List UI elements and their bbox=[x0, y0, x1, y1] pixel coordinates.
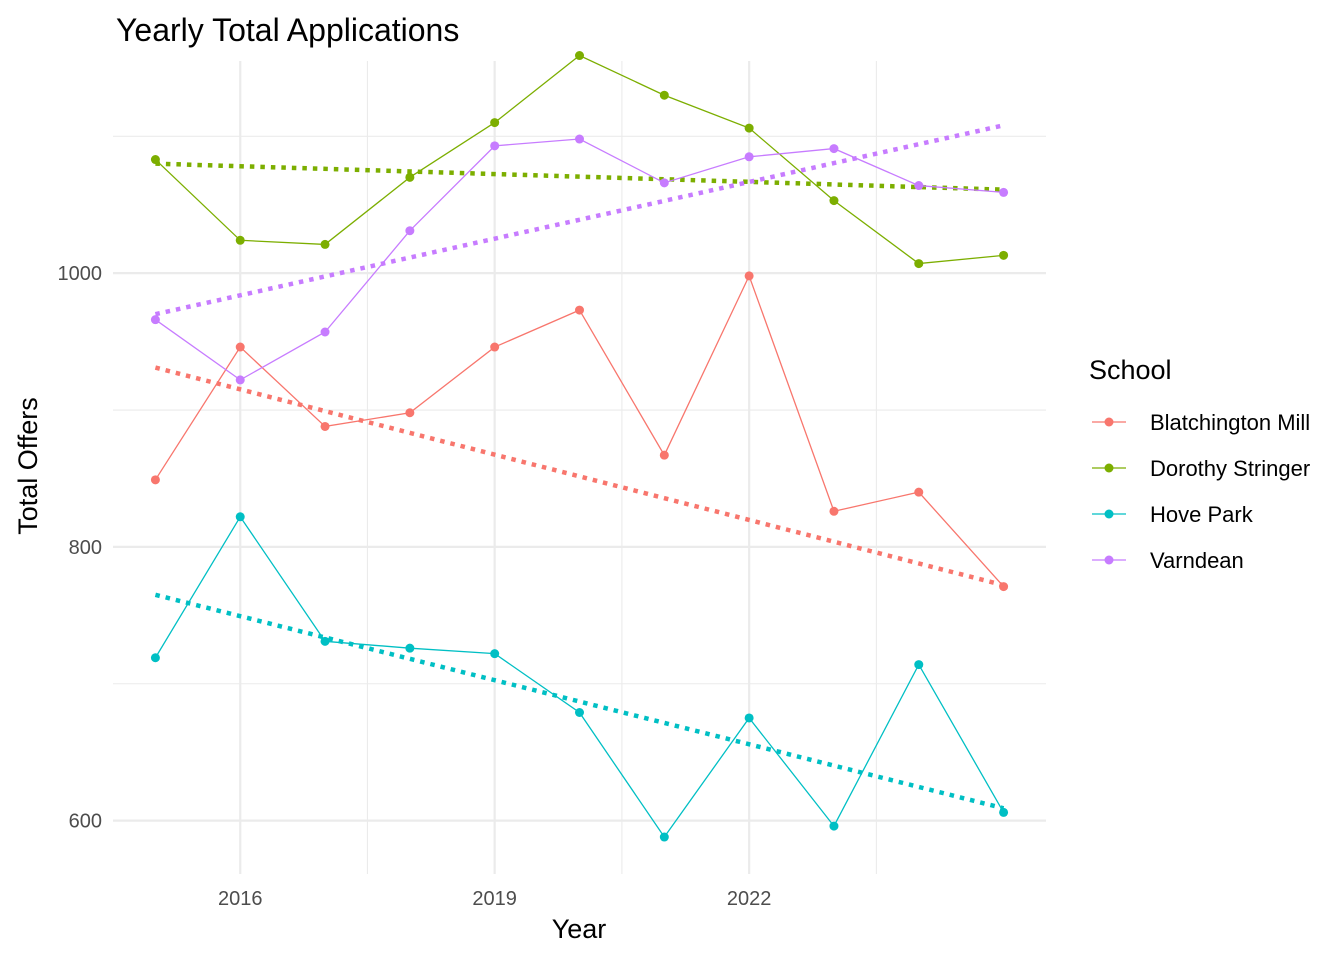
data-point-dorothy-stringer bbox=[744, 123, 754, 133]
legend: School Blatchington Mill Dorothy Stringer… bbox=[1089, 355, 1310, 573]
data-point-blatchington-mill bbox=[914, 487, 924, 497]
data-point-varndean bbox=[575, 134, 584, 144]
y-tick-label: 800 bbox=[69, 537, 102, 559]
x-tick-label: 2016 bbox=[218, 888, 263, 910]
data-point-hove-park bbox=[744, 713, 754, 723]
chart-title: Yearly Total Applications bbox=[116, 12, 459, 48]
data-point-hove-park bbox=[235, 512, 245, 522]
legend-title: School bbox=[1089, 355, 1172, 385]
legend-key-point bbox=[1104, 463, 1114, 473]
x-tick-label: 2019 bbox=[472, 888, 517, 910]
trend-line-varndean bbox=[154, 123, 1005, 317]
data-point-hove-park bbox=[490, 649, 500, 659]
data-point-dorothy-stringer bbox=[405, 172, 415, 182]
y-axis-ticks: 600 800 1000 bbox=[58, 263, 103, 832]
data-point-dorothy-stringer bbox=[999, 250, 1009, 260]
data-point-dorothy-stringer bbox=[914, 259, 924, 269]
legend-items: Blatchington Mill Dorothy Stringer Hove Pa… bbox=[1092, 410, 1310, 573]
data-point-blatchington-mill bbox=[235, 342, 245, 352]
trend-line-dorothy-stringer bbox=[155, 161, 1004, 192]
data-point-varndean bbox=[914, 181, 924, 191]
legend-key-point bbox=[1104, 509, 1114, 519]
legend-label: Varndean bbox=[1150, 548, 1244, 573]
data-point-varndean bbox=[659, 178, 669, 188]
x-axis-ticks: 2016 2019 2022 bbox=[218, 888, 771, 910]
data-point-hove-park bbox=[320, 636, 330, 646]
data-point-blatchington-mill bbox=[744, 271, 754, 281]
data-point-hove-park bbox=[150, 653, 160, 663]
data-point-blatchington-mill bbox=[150, 475, 160, 485]
legend-label: Blatchington Mill bbox=[1150, 410, 1310, 435]
data-point-varndean bbox=[829, 144, 839, 154]
data-point-hove-park bbox=[575, 707, 584, 717]
data-point-hove-park bbox=[999, 807, 1009, 817]
data-point-dorothy-stringer bbox=[659, 90, 669, 100]
data-point-varndean bbox=[405, 226, 415, 236]
y-axis-title: Total Offers bbox=[13, 397, 43, 535]
data-point-varndean bbox=[320, 327, 330, 337]
data-point-hove-park bbox=[829, 821, 839, 831]
data-point-blatchington-mill bbox=[405, 408, 415, 418]
data-point-blatchington-mill bbox=[320, 421, 330, 431]
data-point-dorothy-stringer bbox=[320, 239, 330, 249]
legend-key-point bbox=[1104, 555, 1114, 565]
legend-label: Dorothy Stringer bbox=[1150, 456, 1310, 481]
data-point-blatchington-mill bbox=[999, 582, 1009, 592]
data-point-varndean bbox=[999, 187, 1009, 197]
data-point-hove-park bbox=[405, 643, 415, 653]
x-axis-title: Year bbox=[552, 914, 607, 944]
legend-item-dorothy-stringer: Dorothy Stringer bbox=[1092, 456, 1310, 481]
legend-label: Hove Park bbox=[1150, 502, 1254, 527]
x-tick-label: 2022 bbox=[727, 888, 772, 910]
data-point-blatchington-mill bbox=[829, 506, 839, 516]
data-point-blatchington-mill bbox=[659, 450, 669, 460]
data-point-varndean bbox=[744, 152, 754, 162]
y-tick-label: 1000 bbox=[58, 263, 103, 285]
data-point-blatchington-mill bbox=[490, 342, 500, 352]
legend-item-hove-park: Hove Park bbox=[1092, 502, 1254, 527]
data-point-dorothy-stringer bbox=[575, 51, 584, 61]
legend-item-blatchington-mill: Blatchington Mill bbox=[1092, 410, 1310, 435]
grid bbox=[113, 61, 1046, 874]
legend-item-varndean: Varndean bbox=[1092, 548, 1244, 573]
data-point-varndean bbox=[235, 375, 245, 385]
y-tick-label: 600 bbox=[69, 811, 102, 833]
data-points bbox=[150, 51, 1009, 842]
data-point-dorothy-stringer bbox=[150, 155, 160, 165]
data-point-blatchington-mill bbox=[575, 305, 584, 315]
data-point-dorothy-stringer bbox=[235, 235, 245, 245]
data-point-hove-park bbox=[914, 660, 924, 670]
data-point-hove-park bbox=[659, 832, 669, 842]
data-point-varndean bbox=[490, 141, 500, 151]
data-point-varndean bbox=[150, 315, 160, 325]
data-point-dorothy-stringer bbox=[490, 118, 500, 128]
data-point-dorothy-stringer bbox=[829, 196, 839, 206]
legend-key-point bbox=[1104, 417, 1114, 427]
